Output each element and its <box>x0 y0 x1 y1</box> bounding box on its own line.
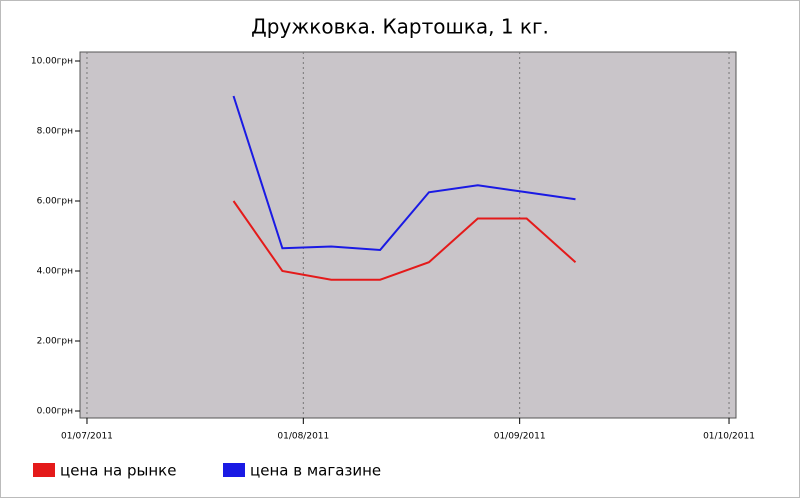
x-tick-label: 01/08/2011 <box>277 432 329 442</box>
legend-label: цена на рынке <box>60 462 176 480</box>
y-tick-label: 8.00грн <box>37 127 73 137</box>
legend-label: цена в магазине <box>250 462 381 480</box>
x-tick-label: 01/09/2011 <box>494 432 546 442</box>
y-tick-label: 6.00грн <box>37 197 73 207</box>
y-tick-label: 4.00грн <box>37 267 73 277</box>
series-line <box>232 200 577 281</box>
x-tick-label: 01/10/2011 <box>703 432 755 442</box>
y-tick-label: 2.00грн <box>37 337 73 347</box>
y-tick-label: 0.00грн <box>37 407 73 417</box>
series-line <box>232 95 576 252</box>
x-tick-label: 01/07/2011 <box>61 432 113 442</box>
legend-swatch <box>223 463 245 477</box>
plot-area <box>79 51 737 419</box>
y-tick-label: 10.00грн <box>31 57 73 67</box>
legend-swatch <box>33 463 55 477</box>
chart-title: Дружковка. Картошка, 1 кг. <box>251 15 549 39</box>
